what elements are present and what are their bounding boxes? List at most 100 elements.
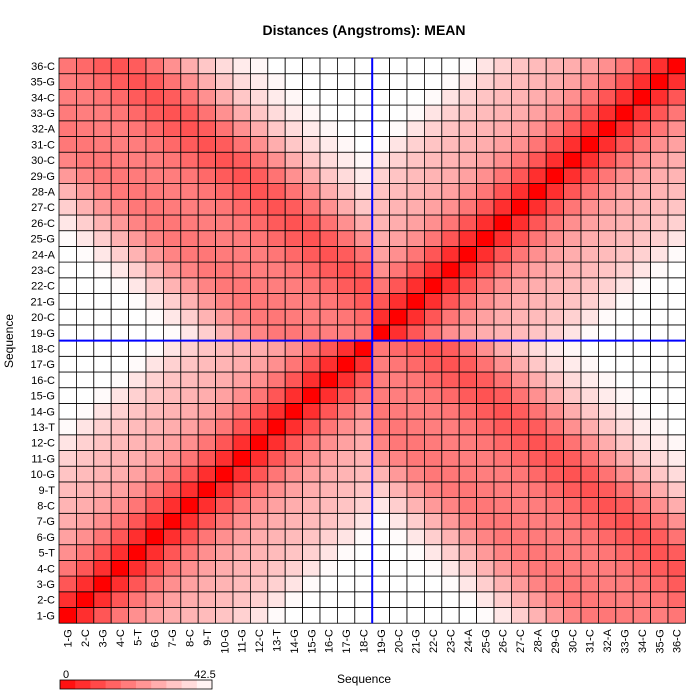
heatmap-cell bbox=[423, 418, 443, 436]
heatmap-cell bbox=[493, 402, 512, 420]
heatmap-cell bbox=[598, 120, 617, 137]
heatmap-cell bbox=[615, 324, 634, 341]
heatmap-cell bbox=[180, 73, 199, 90]
heatmap-cell bbox=[598, 434, 617, 451]
heatmap-cell bbox=[650, 434, 669, 451]
x-tick-label: 6-G bbox=[150, 629, 162, 647]
heatmap-cell bbox=[76, 198, 95, 216]
heatmap-cell bbox=[197, 261, 216, 279]
heatmap-cell bbox=[528, 560, 547, 577]
heatmap-cell bbox=[598, 418, 617, 436]
heatmap-cell bbox=[197, 355, 216, 373]
heatmap-cell bbox=[476, 497, 495, 514]
heatmap-cell bbox=[302, 371, 321, 389]
x-tick-label: 13-T bbox=[272, 629, 284, 652]
heatmap-cell bbox=[336, 214, 356, 232]
heatmap-cell bbox=[249, 73, 269, 90]
x-tick-label: 31-C bbox=[585, 629, 597, 653]
heatmap-cell bbox=[145, 151, 164, 169]
heatmap-cell bbox=[267, 591, 286, 608]
heatmap-cell bbox=[528, 245, 547, 263]
heatmap-cell bbox=[249, 355, 269, 373]
heatmap-cell bbox=[615, 293, 634, 310]
heatmap-cell bbox=[389, 183, 408, 200]
heatmap-cell bbox=[58, 136, 77, 153]
heatmap-cell bbox=[267, 324, 286, 341]
heatmap-cell bbox=[667, 481, 686, 498]
heatmap-cell bbox=[476, 151, 495, 169]
heatmap-cell bbox=[563, 402, 582, 420]
heatmap-cell bbox=[389, 591, 408, 608]
heatmap-cell bbox=[545, 371, 565, 389]
heatmap-cell bbox=[441, 245, 460, 263]
heatmap-cell bbox=[145, 434, 164, 451]
heatmap-cell bbox=[215, 183, 234, 200]
heatmap-cell bbox=[215, 89, 234, 106]
heatmap-cell bbox=[615, 277, 634, 294]
heatmap-cell bbox=[458, 512, 478, 530]
y-tick-labels: 1-G 2-C 3-G 4-C 5-T 6-G 7-G 8-C 9-T 10-G 11-G 12-C 1… bbox=[31, 61, 56, 622]
heatmap-cell bbox=[667, 371, 686, 389]
heatmap-cell bbox=[58, 450, 77, 467]
colorbar-step bbox=[105, 680, 122, 689]
heatmap-cell bbox=[267, 450, 286, 467]
heatmap-cell bbox=[580, 434, 599, 451]
heatmap-cell bbox=[110, 261, 129, 279]
heatmap-cell bbox=[493, 560, 512, 577]
heatmap-cell bbox=[476, 418, 495, 436]
heatmap-cell bbox=[354, 245, 373, 263]
y-tick-label: 12-C bbox=[31, 438, 55, 450]
colorbar-step bbox=[151, 680, 167, 689]
heatmap-cell bbox=[249, 528, 269, 546]
heatmap-cell bbox=[441, 324, 460, 341]
heatmap-cell bbox=[580, 575, 599, 593]
heatmap-cell bbox=[162, 230, 182, 247]
heatmap-cell bbox=[215, 340, 234, 357]
heatmap-cell bbox=[215, 465, 234, 483]
heatmap-cell bbox=[580, 89, 599, 106]
heatmap-cell bbox=[598, 308, 617, 326]
heatmap-cell bbox=[650, 73, 669, 90]
heatmap-cell bbox=[215, 136, 234, 153]
heatmap-cell bbox=[319, 230, 338, 247]
heatmap-cell bbox=[93, 230, 112, 247]
heatmap-cell bbox=[319, 418, 338, 436]
heatmap-cell bbox=[128, 293, 147, 310]
heatmap-cell bbox=[76, 57, 95, 75]
heatmap-cell bbox=[667, 104, 686, 122]
heatmap-cell bbox=[284, 198, 304, 216]
heatmap-cell bbox=[76, 575, 95, 593]
heatmap-cell bbox=[162, 104, 182, 122]
heatmap-cell bbox=[632, 57, 652, 75]
heatmap-cell bbox=[284, 73, 304, 90]
heatmap-cell bbox=[267, 89, 286, 106]
heatmap-cell bbox=[598, 57, 617, 75]
heatmap-cell bbox=[232, 575, 251, 593]
heatmap-cell bbox=[58, 528, 77, 546]
y-tick-label: 24-A bbox=[32, 249, 56, 261]
heatmap-cell bbox=[93, 497, 112, 514]
heatmap-cell bbox=[510, 434, 530, 451]
heatmap-cell bbox=[128, 544, 147, 561]
colorbar-step bbox=[75, 680, 91, 689]
heatmap-cell bbox=[458, 497, 478, 514]
heatmap-cell bbox=[128, 136, 147, 153]
x-tick-label: 22-C bbox=[428, 629, 440, 653]
heatmap-cell bbox=[215, 104, 234, 122]
heatmap-cell bbox=[580, 308, 599, 326]
heatmap-cell bbox=[528, 387, 547, 404]
heatmap-cell bbox=[510, 324, 530, 341]
heatmap-cell bbox=[650, 528, 669, 546]
heatmap-cell bbox=[441, 387, 460, 404]
heatmap-cell bbox=[249, 89, 269, 106]
heatmap-cell bbox=[667, 591, 686, 608]
heatmap-cell bbox=[406, 387, 425, 404]
heatmap-cell bbox=[389, 575, 408, 593]
colorbar-step bbox=[60, 680, 76, 689]
heatmap-cell bbox=[180, 512, 199, 530]
heatmap-cell bbox=[284, 591, 304, 608]
heatmap-cell bbox=[545, 167, 565, 184]
heatmap-cell bbox=[232, 497, 251, 514]
heatmap-cell bbox=[493, 544, 512, 561]
heatmap-cell bbox=[389, 528, 408, 546]
